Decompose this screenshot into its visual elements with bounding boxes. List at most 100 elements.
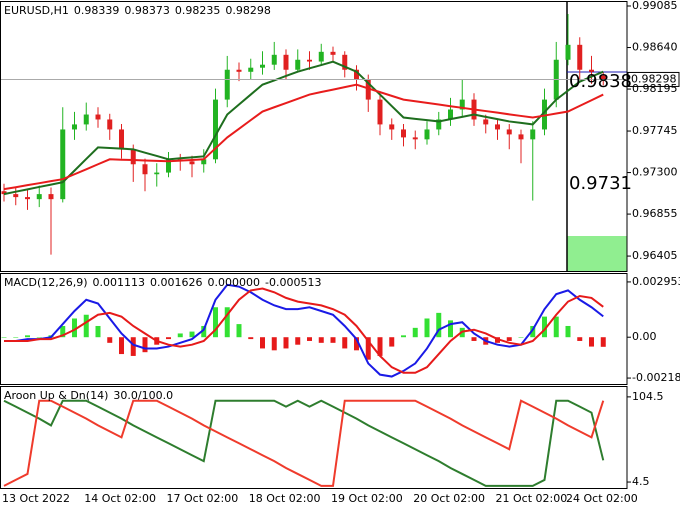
header-value: 0.001113 — [93, 276, 146, 289]
x-tick-label: 21 Oct 02:00 — [496, 492, 568, 505]
histogram-bar — [565, 325, 571, 338]
histogram-bar — [36, 337, 42, 338]
header-title: Aroon Up & Dn(14) — [4, 389, 108, 402]
header-value: 0.98339 — [74, 4, 120, 17]
panel-header: Aroon Up & Dn(14) 30.0/100.0 — [4, 389, 173, 402]
candle-body — [424, 129, 430, 140]
candle-body — [365, 79, 371, 100]
histogram-bar — [471, 337, 477, 341]
indicator-line — [3, 399, 605, 487]
candle-body — [530, 129, 536, 140]
histogram-bar — [589, 337, 594, 347]
macd-panel — [0, 273, 628, 385]
histogram-bar — [177, 333, 183, 338]
candle-body — [213, 99, 218, 160]
candle-body — [189, 161, 195, 165]
y-tick-label: 0.98195 — [632, 82, 678, 95]
histogram-bar — [448, 320, 453, 338]
histogram-bar — [119, 337, 124, 355]
histogram-bar — [142, 337, 148, 353]
last-price-label: 0.98298 — [631, 72, 677, 85]
histogram-bar — [213, 307, 218, 338]
aroon-panel — [0, 386, 628, 489]
y-tick-label: 0.99085 — [632, 0, 678, 12]
candle-body — [542, 99, 547, 130]
candle-body — [330, 51, 336, 55]
annotation: 0.9838 — [569, 71, 632, 92]
header-value: 0.000000 — [208, 276, 261, 289]
candle-body — [295, 59, 301, 70]
x-tick-label: 24 Oct 02:00 — [566, 492, 638, 505]
histogram-bar — [260, 337, 265, 349]
x-tick-label: 13 Oct 2022 — [2, 492, 70, 505]
histogram-bar — [107, 337, 113, 343]
histogram-bar — [577, 337, 583, 341]
x-tick-label: 18 Oct 02:00 — [249, 492, 321, 505]
histogram-bar — [60, 325, 66, 338]
candle-body — [1, 191, 7, 195]
histogram-bar — [295, 337, 301, 345]
histogram-bar — [248, 337, 254, 340]
candle-body — [36, 194, 42, 200]
candle-body — [459, 99, 465, 110]
price-panel — [0, 1, 628, 272]
candle-body — [518, 134, 524, 140]
candle-body — [318, 51, 324, 62]
x-tick-label: 20 Oct 02:00 — [413, 492, 485, 505]
y-tick-label: 104.5 — [632, 390, 664, 403]
y-tick-label: 0.97745 — [632, 124, 678, 137]
histogram-bar — [412, 327, 418, 338]
x-tick-label: 17 Oct 02:00 — [167, 492, 239, 505]
histogram-bar — [72, 318, 77, 338]
candle-body — [107, 119, 113, 130]
candle-body — [448, 109, 453, 120]
indicator-line — [4, 287, 604, 374]
histogram-bar — [330, 337, 336, 343]
candle-body — [495, 124, 500, 130]
candle-body — [48, 194, 54, 200]
histogram-bar — [13, 337, 19, 338]
zone-box — [567, 236, 627, 271]
histogram-bar — [95, 325, 101, 338]
indicator-line — [3, 399, 605, 487]
candle-body — [565, 44, 571, 60]
candle-body — [307, 59, 312, 62]
header-value: 0.001626 — [150, 276, 203, 289]
candle-body — [506, 129, 512, 135]
histogram-bar — [436, 312, 442, 338]
candle-body — [25, 197, 30, 200]
candle-body — [130, 149, 136, 165]
candle-body — [236, 69, 242, 72]
candle-body — [354, 69, 359, 80]
header-value: 0.98298 — [225, 4, 271, 17]
header-title: EURUSD,H1 — [4, 4, 69, 17]
y-tick-label: 0.002953 — [632, 275, 680, 288]
header-value: 30.0/100.0 — [113, 389, 173, 402]
candle-body — [412, 137, 418, 140]
y-tick-label: 0.00 — [632, 330, 657, 343]
histogram-bar — [283, 337, 289, 349]
header-value: -0.000513 — [265, 276, 321, 289]
candle-body — [389, 124, 395, 130]
histogram-bar — [389, 337, 395, 347]
indicator-line — [3, 60, 604, 196]
histogram-bar — [201, 325, 207, 338]
candle-body — [260, 64, 265, 68]
candle-body — [283, 54, 289, 70]
histogram-bar — [224, 307, 230, 338]
histogram-bar — [271, 337, 277, 351]
histogram-bar — [83, 314, 89, 338]
y-tick-label: 0.97300 — [632, 166, 678, 179]
histogram-bar — [307, 337, 312, 341]
candle-body — [60, 129, 66, 200]
candle-body — [483, 119, 489, 125]
candle-body — [95, 114, 101, 120]
histogram-bar — [553, 316, 559, 338]
panel-header: EURUSD,H1 0.98339 0.98373 0.98235 0.98298 — [4, 4, 271, 17]
histogram-bar — [354, 337, 359, 351]
candle-body — [13, 194, 19, 198]
histogram-bar — [189, 331, 195, 338]
histogram-bar — [401, 335, 406, 338]
candle-body — [154, 172, 160, 175]
y-tick-label: 0.98640 — [632, 41, 678, 54]
